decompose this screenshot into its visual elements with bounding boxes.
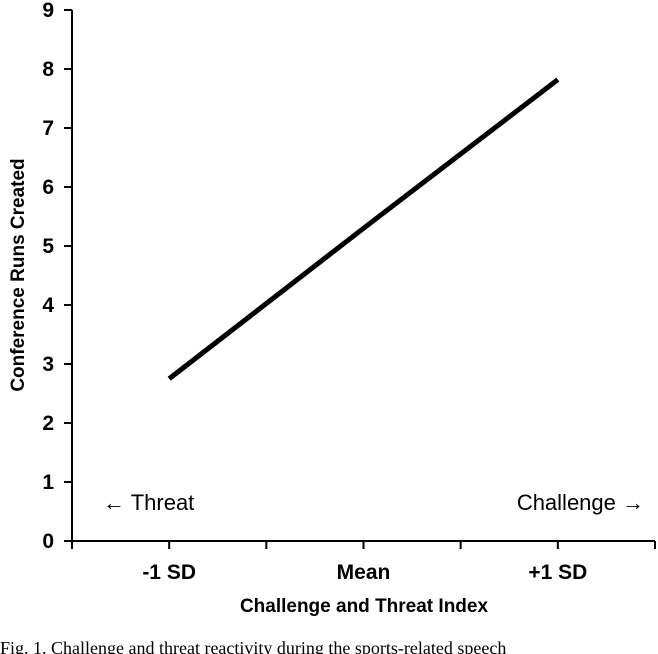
y-tick-label: 1: [42, 471, 54, 494]
y-axis-title: Conference Runs Created: [8, 158, 29, 391]
y-tick-label: 6: [42, 176, 54, 199]
x-axis-title: Challenge and Threat Index: [240, 596, 489, 617]
chart: 0 1 2 3 4 5 6 7 8 9 -1 SD Mean +1 SD Conference Run…: [8, 0, 656, 617]
y-tick-label: 2: [42, 412, 54, 435]
x-tick-label: Mean: [337, 561, 391, 584]
y-tick-label: 4: [42, 294, 54, 317]
x-tick-label: -1 SD: [142, 561, 196, 584]
y-tick-label: 3: [42, 353, 54, 376]
y-tick-label: 0: [42, 530, 54, 553]
y-tick-label: 8: [42, 58, 54, 81]
y-tick-label: 7: [42, 117, 54, 140]
x-tick-label: +1 SD: [528, 561, 587, 584]
series-line: [167, 77, 560, 381]
y-tick-label: 5: [42, 235, 54, 258]
y-axis: 0 1 2 3 4 5 6 7 8 9: [42, 0, 73, 553]
threat-annotation: ← Threat: [103, 490, 194, 515]
x-axis: -1 SD Mean +1 SD: [71, 540, 656, 584]
figure-caption: Fig. 1. Challenge and threat reactivity …: [0, 638, 507, 654]
challenge-annotation: Challenge →: [517, 490, 644, 515]
y-tick-label: 9: [42, 0, 54, 22]
series-layer: [167, 77, 560, 381]
